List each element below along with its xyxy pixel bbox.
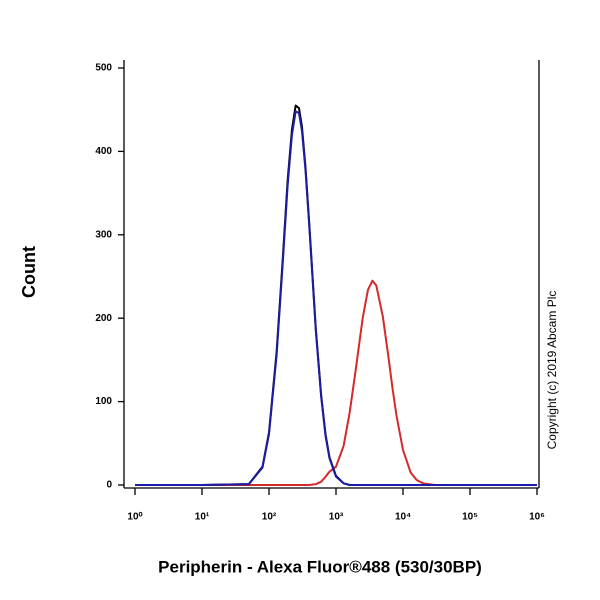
y-tick-label: 200: [95, 313, 112, 324]
y-tick-label: 0: [106, 480, 112, 491]
y-tick-label: 400: [95, 146, 112, 157]
x-tick-label: 10⁵: [462, 512, 478, 523]
x-tick-label: 10²: [262, 512, 277, 523]
y-tick-label: 300: [95, 229, 112, 240]
x-tick-label: 10⁶: [529, 512, 545, 523]
x-tick-label: 10¹: [195, 512, 210, 523]
x-axis-label: Peripherin - Alexa Fluor®488 (530/30BP): [158, 557, 482, 576]
y-tick-label: 500: [95, 63, 112, 74]
y-axis-label: Count: [19, 246, 39, 298]
copyright: Copyright (c) 2019 Abcam Plc: [545, 291, 559, 450]
x-tick-label: 10³: [329, 512, 344, 523]
y-tick-label: 100: [95, 396, 112, 407]
histogram-line: [135, 279, 537, 486]
histogram-line: [135, 104, 537, 486]
x-tick-label: 10⁴: [395, 512, 411, 523]
histogram-line: [135, 110, 537, 486]
x-tick-label: 10⁰: [127, 512, 142, 523]
